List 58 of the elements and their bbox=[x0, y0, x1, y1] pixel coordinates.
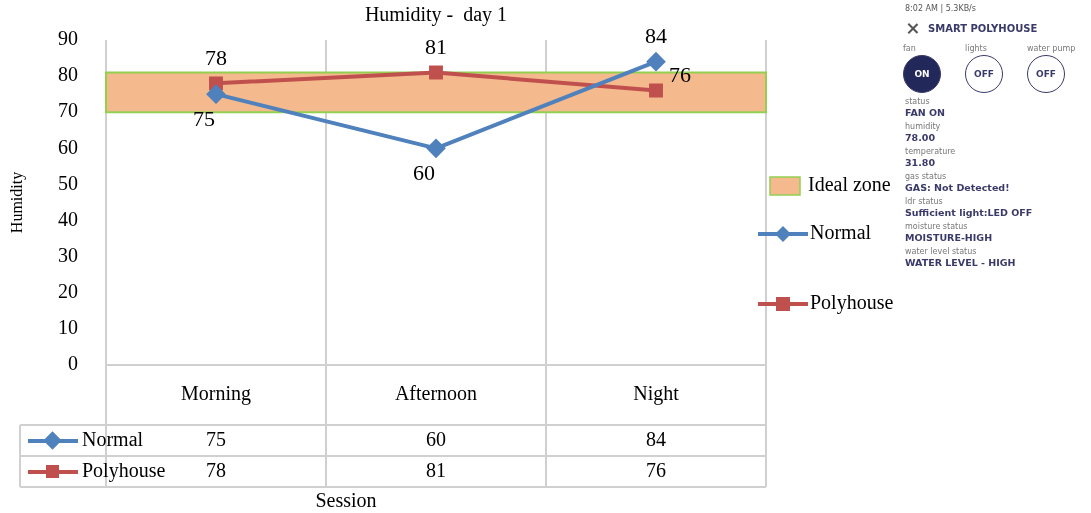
y-tick-label: 0 bbox=[68, 352, 78, 375]
text: ldr status bbox=[905, 197, 944, 206]
text: WATER LEVEL - HIGH bbox=[905, 257, 1017, 268]
text: humidity bbox=[905, 122, 942, 131]
text: status bbox=[905, 97, 931, 106]
y-tick-label: 70 bbox=[58, 99, 78, 122]
y-tick-label: 50 bbox=[58, 171, 78, 194]
text: water pump bbox=[1027, 44, 1077, 53]
toggle-button: ON bbox=[903, 55, 941, 93]
text: 31.80 bbox=[905, 157, 937, 168]
y-tick-label: 90 bbox=[58, 27, 78, 50]
data-label: 84 bbox=[646, 427, 666, 450]
data-label: 81 bbox=[426, 458, 446, 481]
text: lights bbox=[965, 44, 988, 53]
x-tick-label: Afternoon bbox=[394, 382, 478, 405]
text: gas status bbox=[905, 172, 948, 181]
text: MOISTURE-HIGH bbox=[905, 232, 994, 243]
legend-label: Polyhouse bbox=[810, 291, 894, 315]
text: 78 bbox=[205, 45, 227, 71]
text: 84 bbox=[645, 23, 667, 49]
point bbox=[427, 139, 445, 158]
text: 81 bbox=[425, 34, 447, 60]
text: 78.00 bbox=[905, 132, 937, 143]
y-tick-label: 40 bbox=[58, 207, 78, 230]
data-label: 76 bbox=[646, 458, 666, 481]
y-tick-label: 80 bbox=[58, 63, 78, 86]
x-tick-label: Morning bbox=[181, 382, 251, 406]
point bbox=[429, 65, 443, 80]
text: 60 bbox=[413, 160, 435, 186]
text: FAN ON bbox=[905, 107, 947, 118]
text: 75 bbox=[193, 105, 215, 131]
point bbox=[647, 52, 665, 71]
data-label: 78 bbox=[206, 458, 226, 481]
text: Sufficient light:LED OFF bbox=[905, 207, 1034, 218]
y-tick-label: 10 bbox=[58, 316, 78, 339]
y-tick-label: 30 bbox=[58, 243, 78, 266]
x-tick-label: Night bbox=[633, 382, 680, 406]
y-tick-label: 20 bbox=[58, 280, 78, 303]
text: moisture status bbox=[905, 222, 969, 231]
text: SMART POLYHOUSE bbox=[928, 23, 1038, 34]
text: GAS: Not Detected! bbox=[905, 182, 1011, 193]
legend-label: Ideal zone bbox=[808, 173, 891, 196]
text: 8:02 AM | 5.3KB/s bbox=[905, 4, 977, 13]
text: water level status bbox=[905, 247, 978, 256]
point bbox=[207, 85, 225, 104]
chart-title: Humidity - day 1 bbox=[364, 3, 508, 27]
y-axis-title: Humidity bbox=[8, 171, 27, 234]
text: 76 bbox=[669, 62, 691, 88]
data-label: 60 bbox=[426, 427, 446, 450]
legend-label: Normal bbox=[810, 221, 872, 244]
text: temperature bbox=[905, 147, 957, 156]
y-tick-label: 60 bbox=[58, 135, 78, 158]
text: Normal bbox=[82, 427, 144, 450]
point bbox=[649, 83, 663, 98]
data-label: 75 bbox=[206, 427, 226, 450]
text: Polyhouse bbox=[82, 458, 166, 481]
x-axis-title: Session bbox=[315, 489, 377, 512]
text: fan bbox=[903, 44, 917, 53]
